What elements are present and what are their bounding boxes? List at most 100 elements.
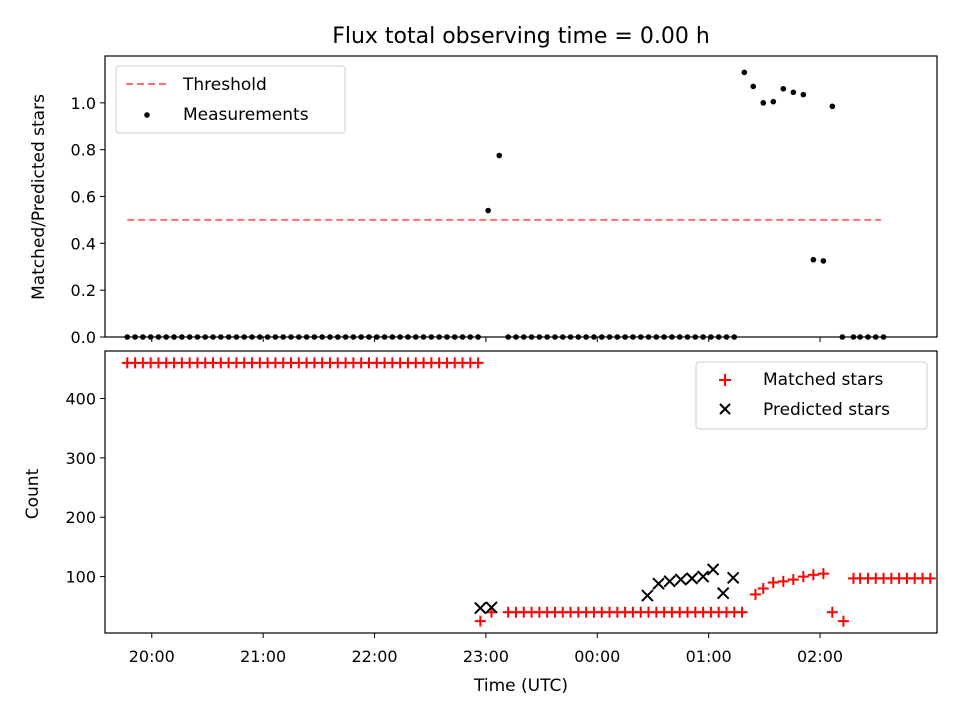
- measurement-point: [528, 334, 535, 340]
- measurement-point: [583, 334, 589, 340]
- legend-matched-label: Matched stars: [763, 370, 883, 390]
- measurement-point: [575, 334, 582, 340]
- measurement-point: [319, 334, 325, 340]
- measurement-point: [760, 100, 767, 106]
- measurement-point: [630, 334, 636, 340]
- y-tick-label: 0.2: [71, 281, 96, 300]
- matched-star-point: [924, 572, 936, 584]
- measurement-point: [865, 334, 871, 340]
- measurement-point: [467, 334, 474, 340]
- measurement-point: [249, 334, 255, 340]
- matched-star-point: [757, 582, 769, 594]
- measurement-point: [210, 334, 216, 340]
- measurement-point: [444, 334, 450, 340]
- bottom-legend-box: [695, 361, 928, 430]
- y-tick-label: 400: [65, 389, 96, 408]
- bottom-panel: Count Time (UTC) 100 200 300 400 20:00 21:00…: [23, 350, 938, 696]
- measurement-point: [820, 258, 827, 264]
- top-panel: Flux total observing time = 0.00 h Match…: [29, 24, 938, 347]
- measurement-point: [179, 334, 185, 340]
- x-tick-label: 02:00: [797, 647, 843, 666]
- measurement-point: [147, 334, 154, 340]
- predicted-star-point: [726, 571, 740, 584]
- measurement-point: [233, 334, 240, 340]
- measurement-point: [839, 334, 846, 340]
- measurement-point: [381, 334, 388, 340]
- measurement-point: [790, 89, 797, 96]
- measurement-point: [708, 334, 714, 340]
- measurement-point: [397, 334, 403, 340]
- measurement-point: [451, 334, 458, 340]
- measurement-point: [436, 334, 442, 340]
- matched-star-point: [472, 357, 484, 369]
- legend-predicted-label: Predicted stars: [763, 400, 890, 420]
- measurement-point: [741, 69, 748, 76]
- measurement-point: [257, 334, 263, 340]
- measurement-point: [280, 334, 287, 340]
- measurement-point: [731, 334, 738, 340]
- measurement-point: [829, 103, 836, 110]
- predicted-star-point: [674, 573, 688, 586]
- measurement-point: [700, 334, 706, 340]
- measurement-point: [692, 334, 699, 340]
- bottom-y-axis-label: Count: [23, 468, 43, 519]
- measurement-point: [327, 334, 333, 340]
- legend-measurements-swatch: [144, 112, 150, 118]
- predicted-star-point: [696, 570, 710, 583]
- top-series: [124, 69, 887, 340]
- measurement-point: [684, 334, 691, 340]
- measurement-point: [520, 334, 527, 340]
- measurement-point: [288, 334, 294, 340]
- predicted-star-point: [706, 563, 720, 576]
- measurement-point: [653, 334, 660, 340]
- measurement-point: [366, 334, 372, 340]
- y-tick-label: 1.0: [71, 94, 96, 113]
- predicted-star-point: [663, 575, 676, 588]
- measurement-point: [350, 334, 357, 340]
- x-tick-label: 01:00: [686, 647, 732, 666]
- measurement-point: [872, 334, 879, 340]
- y-tick-label: 200: [65, 508, 96, 527]
- predicted-star-point: [485, 601, 498, 614]
- measurement-point: [405, 334, 411, 340]
- measurement-point: [857, 334, 863, 340]
- bottom-series: [121, 357, 936, 627]
- measurement-point: [496, 152, 503, 159]
- measurement-point: [715, 334, 722, 340]
- y-tick-label: 100: [65, 568, 96, 587]
- y-tick-label: 0.6: [71, 188, 96, 207]
- measurement-point: [311, 334, 318, 340]
- measurement-point: [420, 334, 427, 340]
- measurement-point: [850, 334, 857, 340]
- measurement-point: [241, 334, 248, 340]
- measurement-point: [373, 334, 380, 340]
- measurement-point: [505, 334, 511, 340]
- measurement-point: [614, 334, 621, 340]
- matched-star-point: [777, 575, 789, 587]
- legend-threshold-label: Threshold: [182, 75, 267, 95]
- measurement-point: [140, 334, 146, 340]
- measurement-point: [810, 256, 817, 263]
- matched-star-point: [817, 568, 829, 580]
- top-y-axis-label: Matched/Predicted stars: [29, 94, 49, 300]
- measurement-point: [264, 334, 271, 340]
- measurement-point: [536, 334, 543, 340]
- top-y-ticks: 0.0 0.2 0.4 0.6 0.8 1.0: [71, 94, 105, 347]
- bottom-y-ticks: 100 200 300 400: [65, 389, 105, 587]
- measurement-point: [186, 334, 193, 340]
- measurement-point: [428, 334, 435, 340]
- measurement-point: [723, 334, 730, 340]
- measurement-point: [567, 334, 574, 340]
- measurement-point: [591, 334, 597, 340]
- measurement-point: [295, 334, 302, 340]
- legend-measurements-label: Measurements: [183, 105, 309, 125]
- measurement-point: [661, 334, 667, 340]
- top-legend-box: [115, 65, 346, 134]
- measurement-point: [194, 334, 201, 340]
- measurement-point: [475, 334, 481, 340]
- y-tick-label: 300: [65, 449, 96, 468]
- bottom-axes-frame: [104, 350, 938, 634]
- matched-star-point: [767, 577, 779, 589]
- top-legend: Threshold Measurements: [115, 65, 346, 134]
